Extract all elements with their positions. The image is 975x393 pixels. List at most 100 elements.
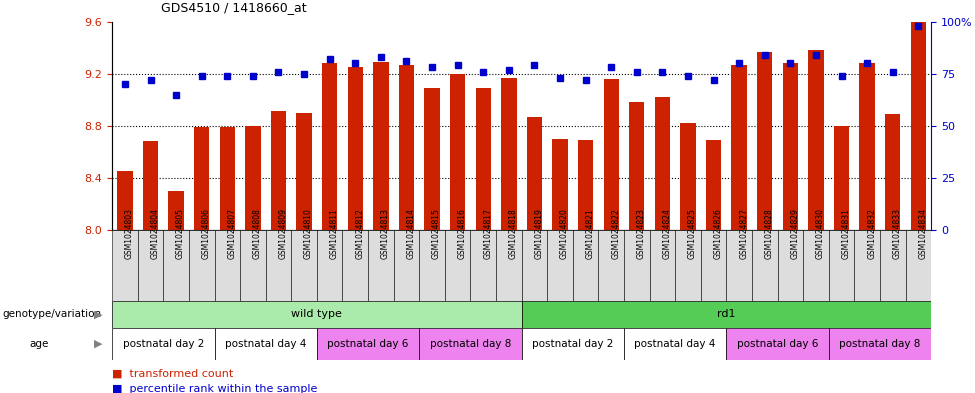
- Bar: [675, 230, 701, 301]
- Bar: [649, 230, 675, 301]
- Bar: [501, 77, 517, 230]
- Bar: [240, 230, 265, 301]
- Text: postnatal day 8: postnatal day 8: [430, 339, 511, 349]
- Bar: [860, 63, 875, 230]
- Text: GSM1024828: GSM1024828: [764, 208, 774, 259]
- Text: postnatal day 2: postnatal day 2: [532, 339, 613, 349]
- Bar: [522, 301, 931, 328]
- Bar: [701, 230, 726, 301]
- Bar: [803, 230, 829, 301]
- Text: postnatal day 6: postnatal day 6: [737, 339, 818, 349]
- Text: postnatal day 4: postnatal day 4: [635, 339, 716, 349]
- Text: GSM1024830: GSM1024830: [816, 208, 825, 259]
- Bar: [214, 328, 317, 360]
- Bar: [117, 171, 133, 230]
- Bar: [829, 230, 854, 301]
- Bar: [522, 328, 624, 360]
- Text: GSM1024827: GSM1024827: [739, 208, 748, 259]
- Text: GSM1024834: GSM1024834: [918, 208, 927, 259]
- Bar: [214, 230, 240, 301]
- Text: GSM1024814: GSM1024814: [407, 208, 415, 259]
- Text: GSM1024805: GSM1024805: [176, 208, 185, 259]
- Bar: [347, 67, 363, 230]
- Bar: [522, 230, 547, 301]
- Bar: [419, 328, 522, 360]
- Text: GSM1024824: GSM1024824: [662, 208, 672, 259]
- Text: ▶: ▶: [94, 339, 102, 349]
- Bar: [137, 230, 164, 301]
- Bar: [629, 102, 644, 230]
- Bar: [394, 230, 419, 301]
- Bar: [526, 117, 542, 230]
- Bar: [726, 328, 829, 360]
- Bar: [624, 328, 726, 360]
- Bar: [706, 140, 722, 230]
- Text: GDS4510 / 1418660_at: GDS4510 / 1418660_at: [161, 1, 306, 14]
- Text: GSM1024826: GSM1024826: [714, 208, 722, 259]
- Bar: [757, 51, 772, 230]
- Text: age: age: [29, 339, 49, 349]
- Bar: [317, 328, 419, 360]
- Text: GSM1024804: GSM1024804: [150, 208, 160, 259]
- Bar: [752, 230, 778, 301]
- Bar: [778, 230, 803, 301]
- Text: GSM1024829: GSM1024829: [791, 208, 799, 259]
- Bar: [164, 230, 189, 301]
- Text: GSM1024810: GSM1024810: [304, 208, 313, 259]
- Text: GSM1024825: GSM1024825: [688, 208, 697, 259]
- Bar: [369, 230, 394, 301]
- Bar: [808, 50, 824, 230]
- Bar: [271, 112, 287, 230]
- Text: ▶: ▶: [94, 309, 102, 320]
- Bar: [292, 230, 317, 301]
- Text: GSM1024806: GSM1024806: [202, 208, 211, 259]
- Bar: [189, 230, 214, 301]
- Text: ■  transformed count: ■ transformed count: [112, 369, 233, 379]
- Text: GSM1024821: GSM1024821: [586, 208, 595, 259]
- Bar: [419, 230, 445, 301]
- Text: GSM1024809: GSM1024809: [279, 208, 288, 259]
- Text: rd1: rd1: [718, 309, 735, 320]
- Bar: [445, 230, 470, 301]
- Bar: [143, 141, 158, 230]
- Bar: [169, 191, 183, 230]
- Text: ■  percentile rank within the sample: ■ percentile rank within the sample: [112, 384, 318, 393]
- Bar: [112, 328, 214, 360]
- Bar: [783, 63, 798, 230]
- Bar: [552, 139, 567, 230]
- Text: genotype/variation: genotype/variation: [2, 309, 101, 320]
- Bar: [731, 64, 747, 230]
- Bar: [547, 230, 573, 301]
- Bar: [578, 140, 593, 230]
- Bar: [834, 126, 849, 230]
- Text: postnatal day 8: postnatal day 8: [839, 339, 920, 349]
- Bar: [424, 88, 440, 230]
- Bar: [885, 114, 901, 230]
- Bar: [681, 123, 696, 230]
- Text: GSM1024822: GSM1024822: [611, 208, 620, 259]
- Bar: [829, 328, 931, 360]
- Text: GSM1024817: GSM1024817: [484, 208, 492, 259]
- Bar: [726, 230, 752, 301]
- Bar: [194, 127, 210, 230]
- Bar: [604, 79, 619, 230]
- Text: GSM1024823: GSM1024823: [637, 208, 645, 259]
- Bar: [599, 230, 624, 301]
- Text: GSM1024820: GSM1024820: [560, 208, 569, 259]
- Text: postnatal day 2: postnatal day 2: [123, 339, 204, 349]
- Bar: [911, 22, 926, 230]
- Bar: [246, 126, 260, 230]
- Text: GSM1024807: GSM1024807: [227, 208, 236, 259]
- Text: GSM1024813: GSM1024813: [381, 208, 390, 259]
- Text: postnatal day 4: postnatal day 4: [225, 339, 306, 349]
- Bar: [906, 230, 931, 301]
- Text: GSM1024818: GSM1024818: [509, 208, 518, 259]
- Bar: [496, 230, 522, 301]
- Bar: [449, 73, 465, 230]
- Text: GSM1024812: GSM1024812: [355, 208, 365, 259]
- Bar: [470, 230, 496, 301]
- Text: GSM1024832: GSM1024832: [867, 208, 877, 259]
- Text: GSM1024831: GSM1024831: [841, 208, 850, 259]
- Bar: [342, 230, 369, 301]
- Bar: [317, 230, 342, 301]
